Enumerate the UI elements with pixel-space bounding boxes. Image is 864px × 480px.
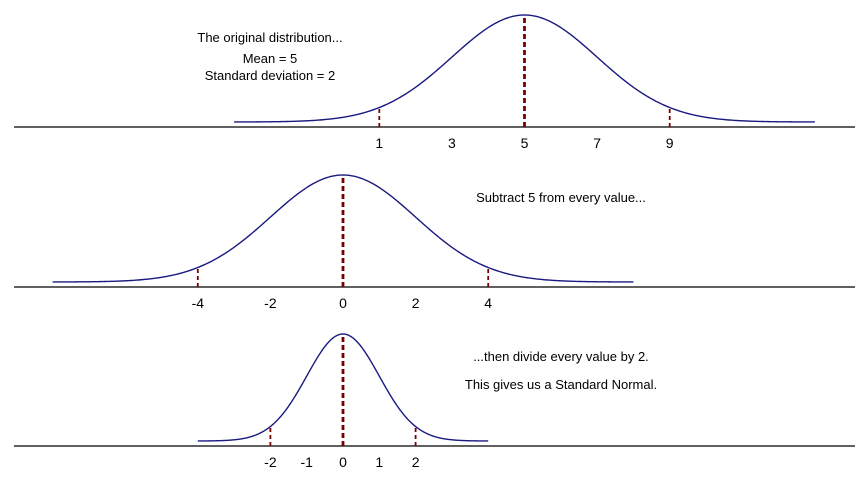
tick-label: 4 <box>484 295 492 311</box>
tick-label: 9 <box>666 135 674 151</box>
panel-3: -2 -1 0 1 2 ...then divide every value by 2. T… <box>14 333 855 470</box>
tick-label: -1 <box>300 454 313 470</box>
tick-label: 7 <box>593 135 601 151</box>
tick-label: -4 <box>192 295 205 311</box>
annotation-text: This gives us a Standard Normal. <box>465 377 657 392</box>
panels: 1 3 5 7 9 The original distribution... Mean = … <box>14 14 855 470</box>
annotation-text: Mean = 5 <box>243 51 298 66</box>
tick-label: -2 <box>264 295 277 311</box>
density-curve <box>52 174 634 283</box>
tick-label: 2 <box>412 295 420 311</box>
annotation-text: Standard deviation = 2 <box>205 68 335 83</box>
tick-label: 5 <box>521 135 529 151</box>
tick-label: 2 <box>412 454 420 470</box>
tick-label: 0 <box>339 454 347 470</box>
panel-2: -4 -2 0 2 4 Subtract 5 from every value... <box>14 174 855 311</box>
tick-label: 1 <box>375 454 383 470</box>
tick-label: 3 <box>448 135 456 151</box>
tick-label: -2 <box>264 454 277 470</box>
density-curve <box>197 333 489 442</box>
tick-label: 0 <box>339 295 347 311</box>
density-curve <box>234 14 815 123</box>
tick-label: 1 <box>375 135 383 151</box>
annotation-text: The original distribution... <box>197 30 342 45</box>
annotation-text: ...then divide every value by 2. <box>473 349 649 364</box>
annotation-text: Subtract 5 from every value... <box>476 190 646 205</box>
panel-1: 1 3 5 7 9 The original distribution... Mean = … <box>14 14 855 151</box>
